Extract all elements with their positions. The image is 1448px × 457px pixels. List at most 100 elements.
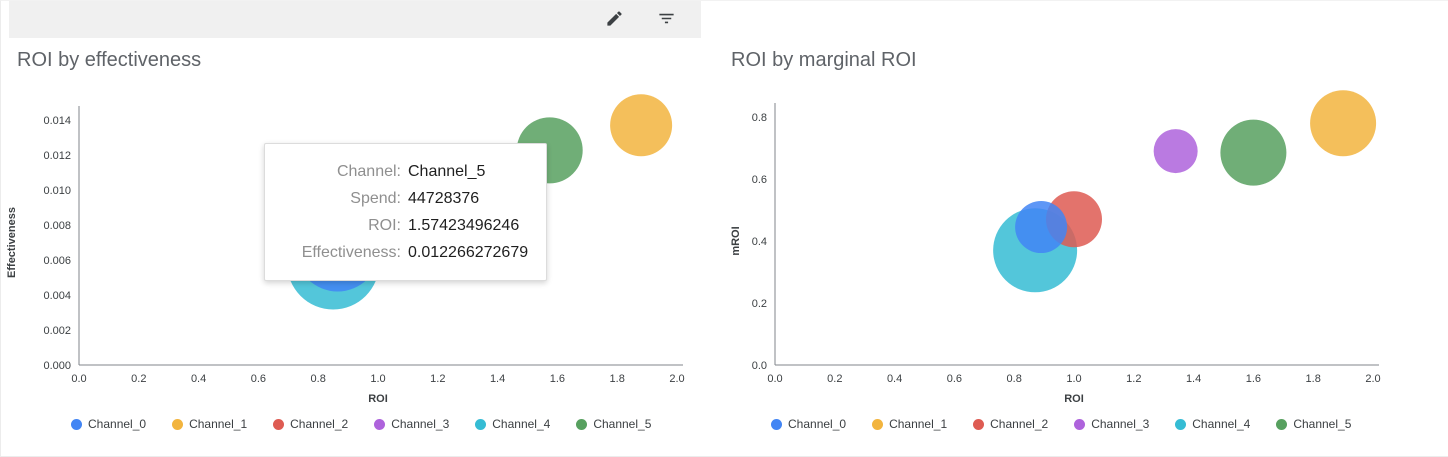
y-tick-label: 0.8 <box>752 112 767 124</box>
legend-label: Channel_5 <box>593 417 652 431</box>
tooltip-value: 44728376 <box>408 190 480 207</box>
legend-effectiveness: Channel_0 Channel_1 Channel_2 Channel_3 Chan… <box>1 417 651 431</box>
chart-title-marginal-roi: ROI by marginal ROI <box>731 49 917 71</box>
x-axis-title: ROI <box>1064 393 1084 405</box>
tooltip-label: ROI: <box>368 217 401 234</box>
x-tick-label: 1.2 <box>1126 373 1141 385</box>
panel-roi-by-marginal-roi: ROI by marginal ROI 0.0 0.2 0.4 0.6 0.8 0.0 0.… <box>725 39 1448 456</box>
legend-dot-icon <box>475 418 487 430</box>
x-tick-label: 0.8 <box>1007 373 1022 385</box>
y-tick-label: 0.008 <box>43 220 71 232</box>
y-tick-label: 0.006 <box>43 255 71 267</box>
legend-label: Channel_0 <box>788 417 847 431</box>
legend-label: Channel_2 <box>290 417 349 431</box>
x-tick-label: 1.4 <box>490 373 505 385</box>
legend-item-Channel_4[interactable]: Channel_4 <box>1175 417 1250 431</box>
legend-item-Channel_0[interactable]: Channel_0 <box>771 417 846 431</box>
y-tick-label: 0.014 <box>43 115 71 127</box>
bubble-Channel_0[interactable] <box>1015 201 1068 254</box>
bubble-Channel_1[interactable] <box>610 94 673 157</box>
legend-item-Channel_5[interactable]: Channel_5 <box>1276 417 1351 431</box>
tooltip-row-channel: Channel: Channel_5 <box>277 158 528 185</box>
legend-item-Channel_1[interactable]: Channel_1 <box>872 417 947 431</box>
legend-label: Channel_4 <box>492 417 551 431</box>
x-tick-label: 0.0 <box>767 373 782 385</box>
legend-dot-icon <box>771 418 782 430</box>
filter-button[interactable] <box>653 7 679 33</box>
x-tick-label: 2.0 <box>1365 373 1380 385</box>
x-tick-label: 0.6 <box>251 373 266 385</box>
legend-item-Channel_5[interactable]: Channel_5 <box>576 417 651 431</box>
legend-item-Channel_2[interactable]: Channel_2 <box>273 417 348 431</box>
chart-svg: 0.0 0.2 0.4 0.6 0.8 0.0 0.2 0.4 0.6 0.8 1.0 1.2 1.4 1… <box>730 90 1381 405</box>
tooltip-label: Channel: <box>336 163 401 180</box>
legend-label: Channel_5 <box>1293 417 1352 431</box>
y-tick-label: 0.6 <box>752 174 767 186</box>
bubble-Channel_1[interactable] <box>1310 90 1377 157</box>
legend-item-Channel_1[interactable]: Channel_1 <box>172 417 247 431</box>
x-tick-label: 0.8 <box>311 373 326 385</box>
x-tick-label: 0.4 <box>191 373 206 385</box>
filter-list-icon <box>657 9 676 31</box>
tooltip-row-effectiveness: Effectiveness: 0.012266272679 <box>277 239 528 266</box>
legend-label: Channel_4 <box>1192 417 1251 431</box>
legend-dot-icon <box>973 418 985 430</box>
bubble-Channel_5[interactable] <box>1220 119 1287 186</box>
legend-dot-icon <box>872 418 884 430</box>
edit-icon <box>605 9 624 31</box>
tooltip-value: 1.57423496246 <box>408 217 520 234</box>
y-axis-title: Effectiveness <box>6 207 18 278</box>
x-tick-label: 2.0 <box>669 373 684 385</box>
legend-dot-icon <box>273 418 285 430</box>
legend-item-Channel_2[interactable]: Channel_2 <box>973 417 1048 431</box>
x-tick-label: 0.6 <box>947 373 962 385</box>
legend-label: Channel_3 <box>391 417 450 431</box>
y-tick-label: 0.012 <box>43 150 71 162</box>
tooltip-row-spend: Spend: 44728376 <box>277 185 528 212</box>
legend-label: Channel_1 <box>889 417 948 431</box>
legend-item-Channel_4[interactable]: Channel_4 <box>475 417 550 431</box>
x-tick-label: 1.4 <box>1186 373 1201 385</box>
legend-label: Channel_1 <box>189 417 248 431</box>
tooltip-label: Spend: <box>350 190 401 207</box>
x-tick-label: 1.2 <box>430 373 445 385</box>
y-tick-label: 0.4 <box>752 236 767 248</box>
tooltip-value: Channel_5 <box>408 163 486 180</box>
y-tick-label: 0.0 <box>752 360 767 372</box>
x-tick-label: 0.0 <box>71 373 86 385</box>
chart-toolbar <box>9 1 701 38</box>
y-tick-label: 0.010 <box>43 185 71 197</box>
x-axis-title: ROI <box>368 393 388 405</box>
x-tick-label: 1.0 <box>370 373 385 385</box>
legend-marginal-roi: Channel_0 Channel_1 Channel_2 Channel_3 Chan… <box>725 417 1351 431</box>
x-tick-label: 1.8 <box>610 373 625 385</box>
tooltip-label: Effectiveness: <box>301 244 401 261</box>
legend-dot-icon <box>1175 418 1187 430</box>
panel-roi-by-effectiveness: ROI by effectiveness 0.000 0.002 0.004 0.00… <box>1 39 713 456</box>
y-tick-label: 0.2 <box>752 298 767 310</box>
legend-label: Channel_3 <box>1091 417 1150 431</box>
legend-label: Channel_0 <box>88 417 147 431</box>
y-axis-title: mROI <box>730 226 742 255</box>
x-tick-label: 0.4 <box>887 373 902 385</box>
legend-item-Channel_3[interactable]: Channel_3 <box>1074 417 1149 431</box>
y-tick-label: 0.004 <box>43 290 71 302</box>
y-tick-label: 0.002 <box>43 325 71 337</box>
x-tick-label: 0.2 <box>827 373 842 385</box>
x-tick-label: 1.6 <box>1246 373 1261 385</box>
legend-dot-icon <box>172 418 184 430</box>
legend-label: Channel_2 <box>990 417 1049 431</box>
edit-button[interactable] <box>601 7 627 33</box>
legend-item-Channel_3[interactable]: Channel_3 <box>374 417 449 431</box>
legend-item-Channel_0[interactable]: Channel_0 <box>71 417 146 431</box>
legend-dot-icon <box>1074 418 1086 430</box>
x-tick-label: 1.6 <box>550 373 565 385</box>
tooltip-value: 0.012266272679 <box>408 244 529 261</box>
legend-dot-icon <box>576 418 588 430</box>
chart-title-effectiveness: ROI by effectiveness <box>17 49 202 71</box>
legend-dot-icon <box>374 418 386 430</box>
x-tick-label: 1.8 <box>1306 373 1321 385</box>
bubble-Channel_3[interactable] <box>1153 129 1198 174</box>
y-tick-label: 0.000 <box>43 360 71 372</box>
bubble-chart-marginal-roi[interactable]: 0.0 0.2 0.4 0.6 0.8 0.0 0.2 0.4 0.6 0.8 1.0 1.2 1.4 1… <box>725 83 1448 418</box>
